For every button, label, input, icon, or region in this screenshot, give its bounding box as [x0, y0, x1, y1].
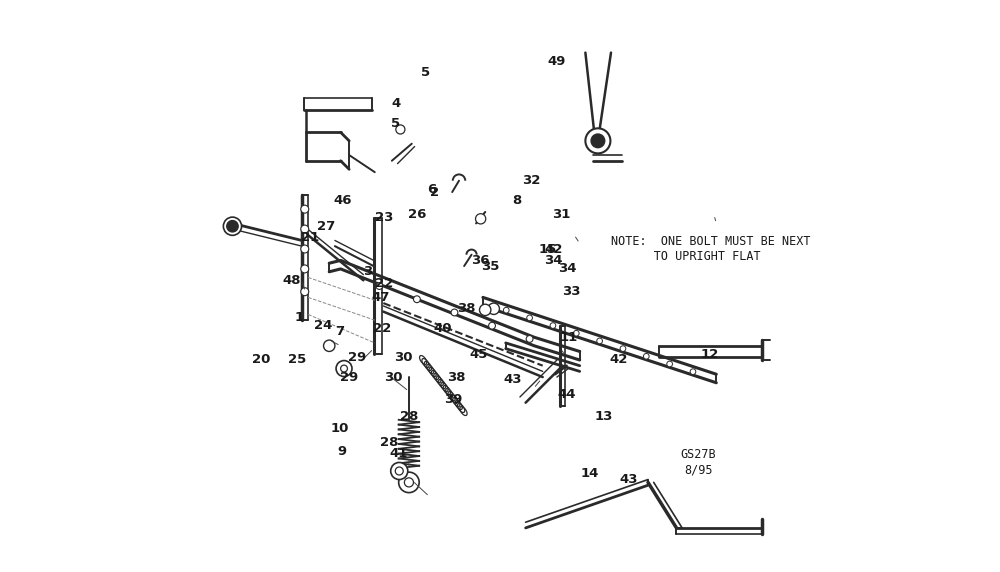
Circle shape — [376, 283, 383, 289]
Text: 47: 47 — [371, 291, 390, 304]
Text: 11: 11 — [559, 331, 577, 344]
Circle shape — [404, 478, 413, 487]
Text: 33: 33 — [562, 285, 580, 298]
Text: 5: 5 — [391, 117, 400, 130]
Text: GS27B
8/95: GS27B 8/95 — [680, 448, 716, 476]
Text: 27: 27 — [317, 220, 335, 233]
Text: 4: 4 — [392, 97, 401, 110]
Text: 10: 10 — [330, 422, 349, 435]
Text: 9: 9 — [337, 444, 346, 458]
Circle shape — [301, 205, 309, 213]
Text: 43: 43 — [619, 473, 638, 486]
Text: 25: 25 — [288, 353, 306, 367]
Text: 7: 7 — [335, 325, 344, 338]
Text: 2: 2 — [430, 185, 439, 198]
Text: 6: 6 — [427, 182, 436, 196]
Text: 49: 49 — [548, 55, 566, 67]
Circle shape — [620, 345, 626, 351]
Text: 30: 30 — [384, 371, 403, 384]
Text: 41: 41 — [389, 447, 408, 460]
Text: 13: 13 — [595, 411, 613, 423]
Text: 12: 12 — [700, 348, 719, 361]
Circle shape — [301, 245, 309, 253]
Circle shape — [503, 307, 509, 313]
Text: 45: 45 — [469, 348, 488, 361]
Circle shape — [399, 472, 419, 492]
Text: 31: 31 — [552, 208, 571, 221]
Text: 29: 29 — [340, 371, 358, 384]
Text: 36: 36 — [471, 254, 490, 267]
Text: 5: 5 — [421, 66, 431, 79]
Text: 42: 42 — [544, 243, 563, 256]
Circle shape — [643, 353, 649, 359]
Text: 44: 44 — [558, 388, 576, 400]
Text: 34: 34 — [544, 254, 562, 267]
Circle shape — [324, 340, 335, 351]
Text: 34: 34 — [558, 263, 576, 276]
Circle shape — [667, 361, 672, 367]
Text: 48: 48 — [282, 274, 301, 287]
Circle shape — [227, 221, 238, 232]
Circle shape — [223, 217, 242, 235]
Text: NOTE:  ONE BOLT MUST BE NEXT
      TO UPRIGHT FLAT: NOTE: ONE BOLT MUST BE NEXT TO UPRIGHT F… — [611, 235, 810, 263]
Text: 46: 46 — [334, 194, 352, 207]
Circle shape — [451, 309, 458, 316]
Circle shape — [690, 369, 696, 375]
Circle shape — [301, 288, 309, 296]
Text: 14: 14 — [581, 467, 599, 480]
Text: 20: 20 — [252, 353, 270, 367]
Text: 24: 24 — [314, 319, 333, 332]
Circle shape — [413, 296, 420, 303]
Circle shape — [526, 336, 533, 343]
Circle shape — [550, 323, 556, 328]
Circle shape — [391, 462, 408, 479]
Circle shape — [489, 322, 495, 329]
Text: 42: 42 — [609, 353, 628, 367]
Text: 39: 39 — [444, 394, 463, 406]
Text: 22: 22 — [373, 322, 391, 335]
Circle shape — [527, 315, 532, 321]
Circle shape — [301, 265, 309, 273]
Circle shape — [476, 214, 486, 224]
Circle shape — [573, 331, 579, 336]
Text: 43: 43 — [504, 374, 522, 387]
Text: 21: 21 — [301, 231, 320, 244]
Circle shape — [585, 128, 610, 153]
Text: 3: 3 — [363, 265, 373, 278]
Text: 1: 1 — [295, 311, 304, 324]
Circle shape — [301, 225, 309, 233]
Circle shape — [341, 365, 347, 372]
Text: 40: 40 — [434, 322, 452, 335]
Circle shape — [396, 125, 405, 134]
Circle shape — [488, 303, 499, 315]
Text: 15: 15 — [539, 243, 557, 256]
Text: 35: 35 — [481, 260, 500, 273]
Circle shape — [480, 304, 491, 316]
Text: 38: 38 — [457, 302, 476, 315]
Text: 32: 32 — [522, 174, 540, 187]
Text: 23: 23 — [375, 211, 394, 224]
Text: 8: 8 — [512, 194, 522, 207]
Circle shape — [395, 467, 403, 475]
Text: 30: 30 — [394, 351, 412, 364]
Text: 29: 29 — [348, 351, 366, 364]
Text: 28: 28 — [380, 436, 398, 449]
Text: 38: 38 — [447, 371, 466, 384]
Circle shape — [336, 360, 352, 376]
Text: 22: 22 — [375, 277, 393, 289]
Text: 26: 26 — [408, 208, 427, 221]
Circle shape — [597, 338, 602, 344]
Circle shape — [591, 134, 605, 148]
Text: 28: 28 — [400, 411, 418, 423]
